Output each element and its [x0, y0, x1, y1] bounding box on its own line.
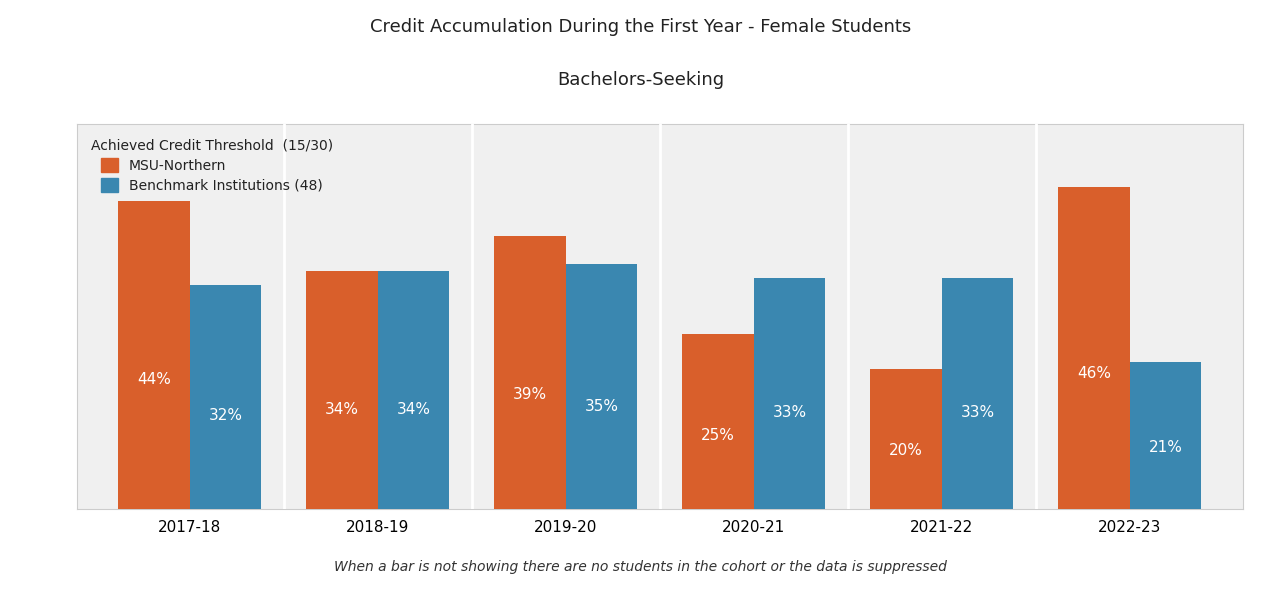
Bar: [1058, 187, 1130, 509]
Bar: [494, 236, 566, 509]
Bar: [753, 278, 825, 509]
Text: 33%: 33%: [772, 405, 807, 420]
Text: 46%: 46%: [1077, 366, 1111, 381]
Text: 44%: 44%: [137, 372, 170, 387]
Bar: [870, 369, 942, 509]
Bar: [306, 271, 378, 509]
Text: 25%: 25%: [701, 428, 735, 443]
Legend: MSU-Northern, Benchmark Institutions (48): MSU-Northern, Benchmark Institutions (48…: [83, 131, 339, 200]
Text: 21%: 21%: [1149, 440, 1182, 455]
Bar: [1130, 362, 1202, 509]
Text: 34%: 34%: [325, 402, 359, 417]
Text: 39%: 39%: [512, 387, 547, 402]
Bar: [566, 264, 637, 509]
Text: 34%: 34%: [396, 402, 430, 417]
Bar: [118, 201, 190, 509]
Text: 20%: 20%: [889, 443, 922, 458]
Bar: [378, 271, 450, 509]
Text: 33%: 33%: [961, 405, 994, 420]
Bar: [942, 278, 1013, 509]
Bar: [683, 334, 753, 509]
Text: Bachelors-Seeking: Bachelors-Seeking: [557, 71, 724, 89]
Text: When a bar is not showing there are no students in the cohort or the data is sup: When a bar is not showing there are no s…: [334, 560, 947, 574]
Text: 35%: 35%: [584, 399, 619, 414]
Text: Credit Accumulation During the First Year - Female Students: Credit Accumulation During the First Yea…: [370, 18, 911, 36]
Bar: [190, 285, 261, 509]
Text: 32%: 32%: [209, 407, 242, 423]
